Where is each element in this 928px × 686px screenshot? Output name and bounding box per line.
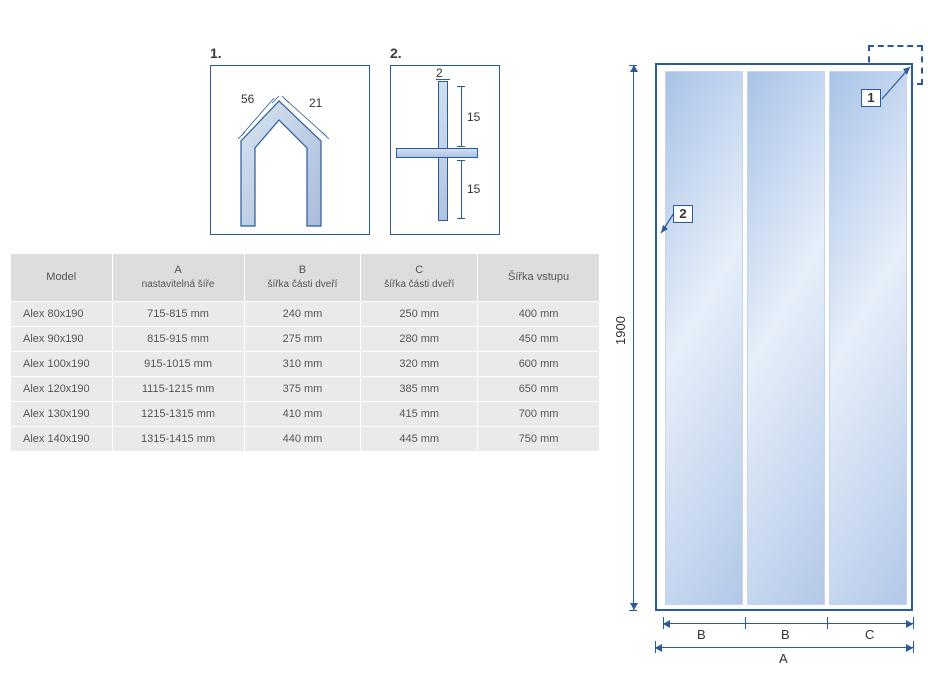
table-cell: 240 mm [244,302,361,327]
dim-height-line [633,65,634,610]
table-body: Alex 80x190715-815 mm240 mm250 mm400 mmA… [11,302,600,452]
table-cell: 410 mm [244,402,361,427]
table-cell: 415 mm [361,402,478,427]
table-cell: 815-915 mm [112,327,244,352]
table-cell: 310 mm [244,352,361,377]
table-cell: 915-1015 mm [112,352,244,377]
table-cell: Alex 140x190 [11,427,113,452]
diag1-dim-b: 21 [309,96,322,110]
table-cell: 320 mm [361,352,478,377]
dim-a: A [779,651,788,666]
callout-1: 1 [861,89,881,107]
table-cell: 385 mm [361,377,478,402]
diag2-label: 2. [390,45,402,61]
table-cell: Alex 100x190 [11,352,113,377]
table-row: Alex 140x1901315-1415 mm440 mm445 mm750 … [11,427,600,452]
glass-panel-2 [747,71,825,605]
col-C: C šířka části dveří [361,254,478,302]
diag2-dim-top: 15 [467,110,480,124]
table-cell: 1115-1215 mm [112,377,244,402]
spec-table: Model A nastavitelná šíře B šířka části … [10,253,600,452]
diag1-box: 56 21 [210,65,370,235]
diag2-hbar [396,148,478,158]
table-cell: Alex 80x190 [11,302,113,327]
table-row: Alex 90x190815-915 mm275 mm280 mm450 mm [11,327,600,352]
callout-1-arrow [880,63,914,101]
table-cell: 250 mm [361,302,478,327]
diag2-box: 2 15 15 [390,65,500,235]
table-cell: 445 mm [361,427,478,452]
table-cell: 700 mm [478,402,600,427]
diag2-dim-thk: 2 [436,66,443,80]
glass-panel-3 [829,71,907,605]
dim-b2: B [781,627,790,642]
table-row: Alex 130x1901215-1315 mm410 mm415 mm700 … [11,402,600,427]
table-cell: Alex 130x190 [11,402,113,427]
table-row: Alex 100x190915-1015 mm310 mm320 mm600 m… [11,352,600,377]
table-cell: 1315-1415 mm [112,427,244,452]
canvas: 1. 56 21 2. 2 [0,0,928,686]
table-cell: 600 mm [478,352,600,377]
dim-b1: B [697,627,706,642]
diag1-dim-a: 56 [241,92,254,106]
table-cell: 450 mm [478,327,600,352]
table-row: Alex 80x190715-815 mm240 mm250 mm400 mm [11,302,600,327]
table-cell: 715-815 mm [112,302,244,327]
door-frame [655,63,913,611]
dim-height-label: 1900 [613,316,628,345]
dim-bbc-line [663,623,913,624]
table-cell: 280 mm [361,327,478,352]
callout-2-arrow [658,209,678,239]
table-cell: 440 mm [244,427,361,452]
table-cell: 1215-1315 mm [112,402,244,427]
table-cell: Alex 120x190 [11,377,113,402]
col-A: A nastavitelná šíře [112,254,244,302]
table-cell: 750 mm [478,427,600,452]
col-B: B šířka části dveří [244,254,361,302]
col-entry: Šířka vstupu [478,254,600,302]
diag2-dim-bot: 15 [467,182,480,196]
table-cell: 275 mm [244,327,361,352]
dim-a-line [655,647,913,648]
table-cell: 400 mm [478,302,600,327]
glass-panel-1 [665,71,743,605]
diag1-label: 1. [210,45,222,61]
table-header-row: Model A nastavitelná šíře B šířka části … [11,254,600,302]
table-row: Alex 120x1901115-1215 mm375 mm385 mm650 … [11,377,600,402]
table-cell: 375 mm [244,377,361,402]
diag1-svg [211,66,371,236]
table-cell: 650 mm [478,377,600,402]
dim-c: C [865,627,874,642]
col-model: Model [11,254,113,302]
door-drawing: 1900 1 2 B B C [615,45,925,665]
table-cell: Alex 90x190 [11,327,113,352]
